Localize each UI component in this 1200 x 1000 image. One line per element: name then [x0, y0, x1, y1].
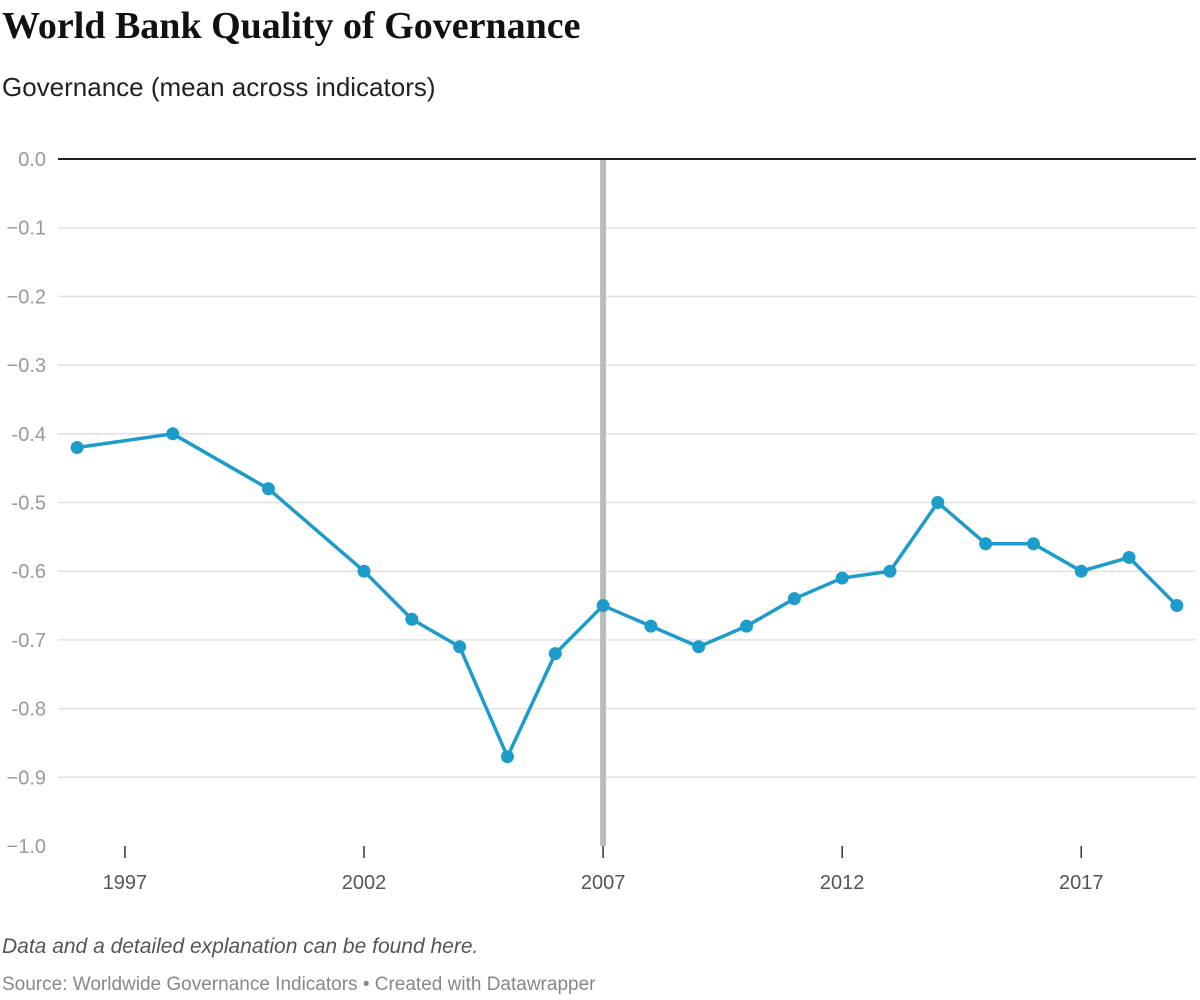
y-tick-label: −1.0 — [7, 836, 46, 858]
source-line: Source: Worldwide Governance Indicators … — [2, 974, 596, 995]
y-tick-label: −0.9 — [7, 767, 46, 789]
x-tick-label: 2017 — [1059, 872, 1104, 894]
chart-title: World Bank Quality of Governance — [2, 5, 581, 47]
data-point[interactable] — [1122, 550, 1136, 564]
data-point[interactable] — [979, 537, 993, 551]
data-point[interactable] — [548, 647, 562, 661]
data-point[interactable] — [1074, 564, 1088, 578]
data-point[interactable] — [596, 599, 610, 613]
data-point[interactable] — [740, 619, 754, 633]
y-tick-label: -0.6 — [12, 561, 46, 583]
data-point[interactable] — [261, 482, 275, 496]
data-point[interactable] — [70, 441, 84, 455]
data-point[interactable] — [692, 640, 706, 654]
y-tick-label: −0.1 — [7, 218, 46, 240]
data-note[interactable]: Data and a detailed explanation can be f… — [2, 935, 479, 958]
chart-subtitle: Governance (mean across indicators) — [2, 72, 436, 102]
x-tick-label: 2007 — [581, 872, 626, 894]
y-tick-label: -0.4 — [12, 424, 46, 446]
data-point[interactable] — [405, 612, 419, 626]
y-tick-label: 0.0 — [18, 149, 46, 171]
data-points — [70, 427, 1184, 764]
data-point[interactable] — [931, 496, 945, 509]
data-point[interactable] — [1026, 537, 1040, 551]
data-point[interactable] — [166, 427, 180, 441]
x-tick-label: 2012 — [820, 872, 865, 894]
data-point[interactable] — [787, 592, 801, 606]
data-point[interactable] — [644, 619, 658, 633]
axes: 0.0 −0.1 −0.2 −0.3 -0.4 -0.5 -0.6 -0.7 -0.8 −0.9 −… — [7, 149, 1196, 894]
grid-lines — [58, 226, 1196, 779]
data-point[interactable] — [453, 640, 467, 654]
data-point[interactable] — [835, 571, 849, 585]
y-tick-label: −0.2 — [7, 286, 46, 308]
y-tick-label: -0.7 — [12, 630, 46, 652]
data-point[interactable] — [500, 750, 514, 764]
x-tick-label: 2002 — [342, 872, 387, 894]
data-point[interactable] — [883, 564, 897, 578]
y-tick-label: −0.3 — [7, 355, 46, 377]
x-tick-label: 1997 — [103, 872, 148, 894]
data-point[interactable] — [357, 564, 371, 578]
data-point[interactable] — [1170, 599, 1184, 613]
y-tick-label: -0.5 — [12, 493, 46, 515]
y-tick-label: -0.8 — [12, 699, 46, 721]
